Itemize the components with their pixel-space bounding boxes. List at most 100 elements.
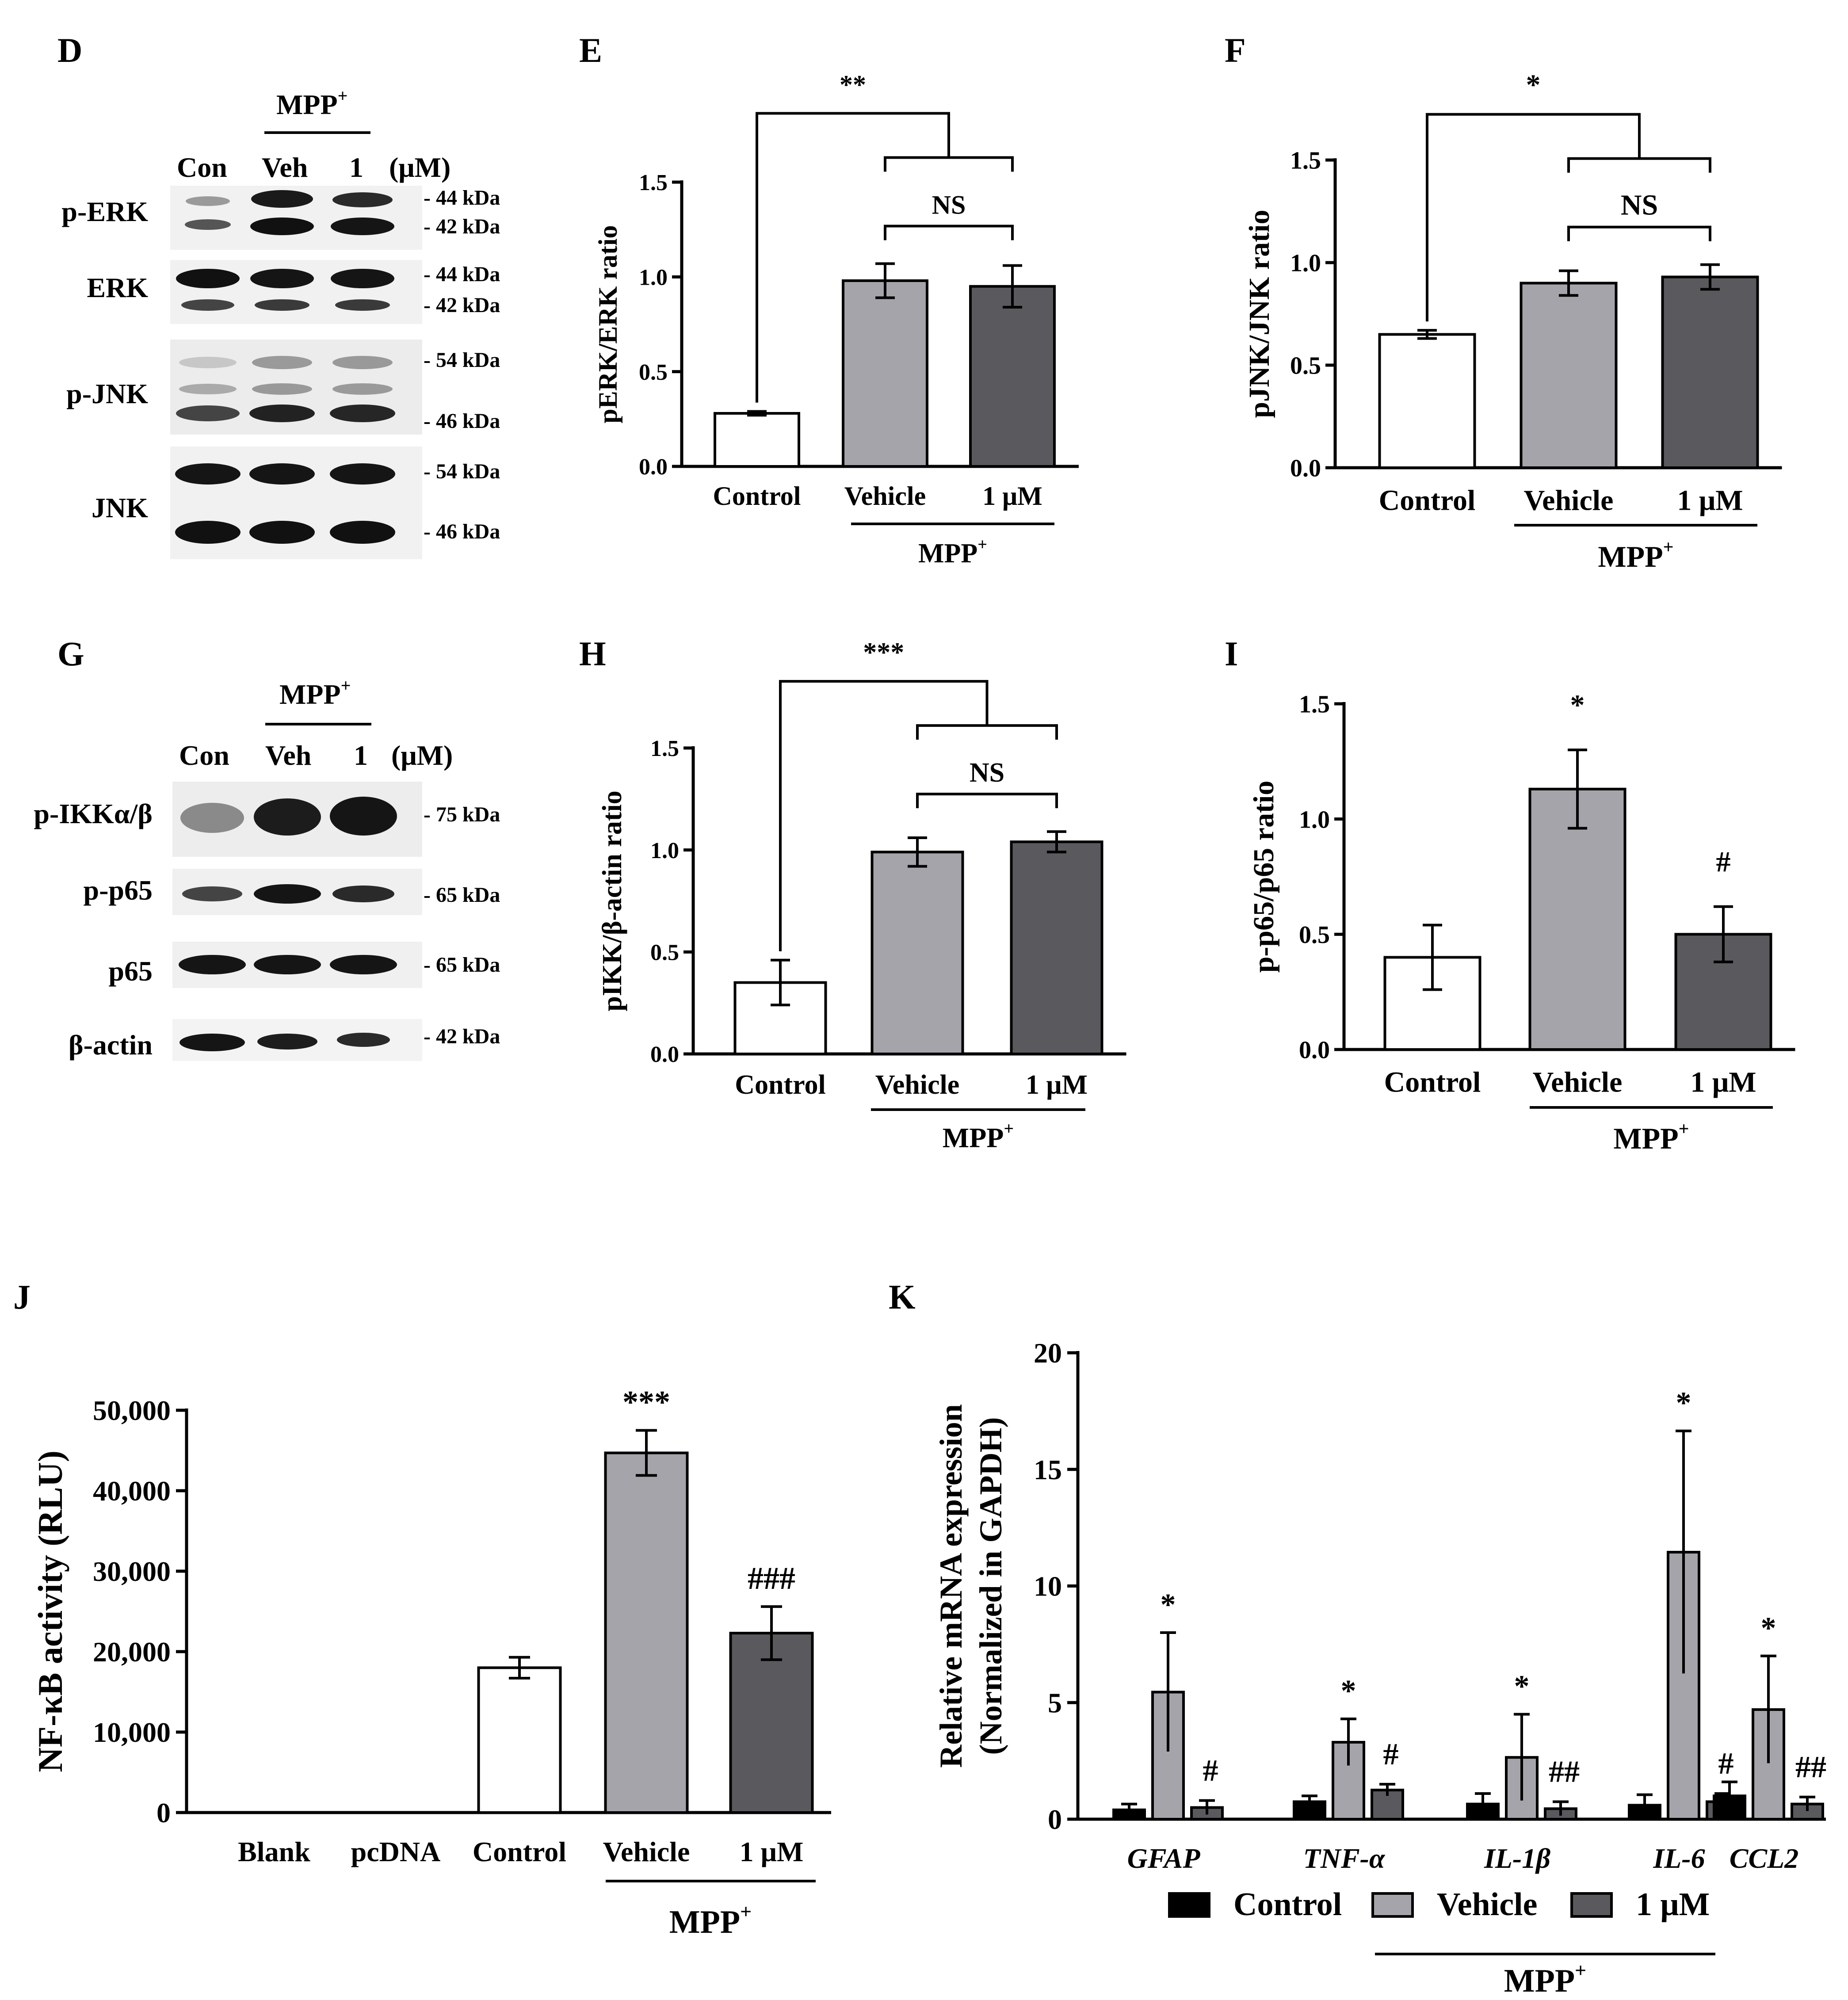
y-tick-label: 0.5 <box>650 940 679 966</box>
outer-bracket <box>1426 113 1641 322</box>
blot-d-row-label: p-JNK <box>66 378 148 409</box>
mpp-group-label: MPP+ <box>1598 537 1673 573</box>
y-tick-label: 0.5 <box>1299 921 1330 949</box>
y-tick-label: 5 <box>1048 1687 1062 1718</box>
y-tick-label: 1.5 <box>1290 147 1321 175</box>
blot-band <box>179 955 246 974</box>
panel-letter-k: K <box>889 1278 916 1316</box>
y-tick-label: 10,000 <box>93 1717 171 1748</box>
panel-letter-g: G <box>57 634 84 673</box>
chart-i: 0.0 0.5 1.0 1.5 Control Vehicle 1 μM p-p65/p65 … <box>1248 689 1795 1155</box>
category-label: Vehicle <box>1524 485 1614 517</box>
legend-label: Vehicle <box>1437 1886 1537 1923</box>
y-tick-label: 1.0 <box>1299 806 1330 833</box>
category-label: CCL2 <box>1730 1843 1798 1874</box>
y-tick-label: 0.0 <box>639 454 668 480</box>
blot-band <box>330 521 395 544</box>
ns-label: NS <box>970 758 1004 788</box>
blot-d-lane-veh: Veh <box>262 152 308 183</box>
group-bracket <box>916 724 1058 740</box>
category-label: Control <box>1379 485 1476 517</box>
blot-kda-label: - 44 kDa <box>424 263 500 286</box>
blot-band <box>330 797 397 836</box>
y-axis-label: pIKK/β-actin ratio <box>597 790 627 1011</box>
blot-band <box>179 384 237 394</box>
blot-kda-label: - 46 kDa <box>424 409 500 433</box>
outer-bracket <box>779 680 989 951</box>
y-tick-label: 1.5 <box>650 736 679 761</box>
blot-kda-label: - 42 kDa <box>424 1025 500 1048</box>
blot-g-row-label: p-p65 <box>84 874 153 906</box>
y-tick-label: 10 <box>1034 1571 1062 1602</box>
y-axis-label: pJNK/JNK ratio <box>1243 210 1275 418</box>
panel-letter-f: F <box>1225 31 1246 69</box>
category-label: 1 μM <box>1677 485 1743 517</box>
blot-g-lane-con: Con <box>179 740 229 771</box>
blot-d-lane-dose: 1 <box>349 152 363 183</box>
y-axis-label: Relative mRNA expression <box>933 1404 969 1768</box>
blot-band <box>182 886 242 901</box>
blot-panel-g: MPP+ Con Veh 1 (μM) p-IKKα/β - 75 kDa p-… <box>34 676 500 1061</box>
bar <box>871 851 964 1056</box>
chart-h: 0.0 0.5 1.0 1.5 Control Vehicle 1 μM pIKK/β-act… <box>597 637 1126 1153</box>
significance-mark: ## <box>1549 1755 1580 1789</box>
category-label: Control <box>1384 1066 1481 1099</box>
category-label: 1 μM <box>1690 1066 1756 1099</box>
bar <box>477 1666 562 1814</box>
category-label: 1 μM <box>1026 1070 1088 1100</box>
blot-band <box>332 885 394 902</box>
bar <box>604 1451 689 1814</box>
panel-letter-e: E <box>579 31 602 69</box>
y-axis-label: (Normalized in GAPDH) <box>973 1417 1008 1755</box>
blot-band <box>337 1033 390 1047</box>
blot-band <box>250 269 314 288</box>
category-label: IL-1β <box>1484 1843 1550 1874</box>
blot-band <box>249 463 315 485</box>
mpp-group-label: MPP+ <box>1504 1959 1586 1999</box>
significance-label: * <box>1526 69 1541 101</box>
charts-layer: 0.0 0.5 1.0 1.5 Control Vehicle 1 μM pERK/ERK r… <box>31 69 1826 1999</box>
blot-band <box>335 299 390 311</box>
blot-band <box>255 299 309 311</box>
y-tick-label: 20,000 <box>93 1636 171 1668</box>
chart-j: 0 10,000 20,000 30,000 40,000 50,000 Blank pcDN… <box>31 1385 831 1940</box>
blot-band <box>331 269 394 288</box>
blot-kda-label: - 54 kDa <box>424 460 500 483</box>
y-tick-label: 0.0 <box>1290 455 1321 482</box>
blot-d-row-label: p-ERK <box>61 196 148 227</box>
blot-kda-label: - 75 kDa <box>424 803 500 826</box>
ns-bracket <box>916 793 1058 809</box>
blot-kda-label: - 65 kDa <box>424 883 500 907</box>
y-axis-label: pERK/ERK ratio <box>593 225 622 423</box>
y-axis-label: NF-κB activity (RLU) <box>31 1450 69 1772</box>
panel-letter-h: H <box>579 634 606 673</box>
legend-swatch <box>1371 1892 1414 1918</box>
y-tick-label: 40,000 <box>93 1475 171 1507</box>
chart-k: 0 5 10 15 20 * # GFAP * # TNF-α * ## IL-1β * # IL-6 * ## CC… <box>933 1337 1826 1999</box>
blot-band <box>249 405 315 422</box>
blot-band <box>180 803 244 833</box>
significance-mark: * <box>1570 689 1585 721</box>
blot-band <box>179 1034 245 1051</box>
blot-d-row-label: JNK <box>92 492 148 523</box>
blot-g-mpp-label: MPP+ <box>279 676 351 710</box>
bar <box>1528 787 1627 1051</box>
mpp-group-label: MPP+ <box>1613 1119 1689 1155</box>
significance-mark: # <box>1716 846 1731 878</box>
category-label: 1 μM <box>982 481 1042 511</box>
blot-panel-d: MPP+ Con Veh 1 (μM) p-ERK - 44 kDa - 42 … <box>61 86 500 559</box>
blot-band <box>251 190 313 208</box>
bar <box>729 1632 814 1814</box>
y-tick-label: 0.0 <box>1299 1037 1330 1064</box>
blot-d-lane-unit: (μM) <box>389 152 451 183</box>
y-tick-label: 30,000 <box>93 1556 171 1587</box>
panel-letter-d: D <box>57 31 82 69</box>
blot-g-lane-unit: (μM) <box>391 740 453 771</box>
outer-bracket <box>756 112 950 403</box>
blot-kda-label: - 42 kDa <box>424 215 500 238</box>
category-label: Control <box>713 481 801 511</box>
bar <box>1378 333 1476 469</box>
significance-mark: # <box>1718 1747 1734 1781</box>
blot-band <box>185 219 231 230</box>
